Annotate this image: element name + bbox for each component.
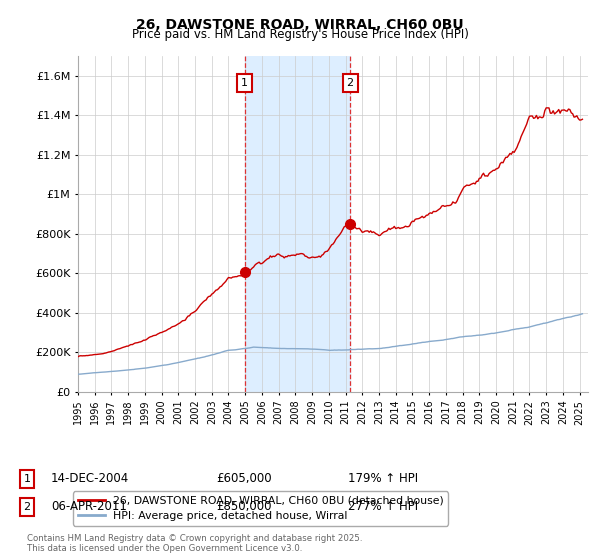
Text: 2: 2 <box>346 78 353 88</box>
Text: 14-DEC-2004: 14-DEC-2004 <box>51 472 129 486</box>
Text: £605,000: £605,000 <box>216 472 272 486</box>
Text: 277% ↑ HPI: 277% ↑ HPI <box>348 500 418 514</box>
Text: 26, DAWSTONE ROAD, WIRRAL, CH60 0BU: 26, DAWSTONE ROAD, WIRRAL, CH60 0BU <box>136 18 464 32</box>
Text: Price paid vs. HM Land Registry's House Price Index (HPI): Price paid vs. HM Land Registry's House … <box>131 28 469 41</box>
Text: £850,000: £850,000 <box>216 500 271 514</box>
Text: 2: 2 <box>23 502 31 512</box>
Text: 1: 1 <box>241 78 248 88</box>
Legend: 26, DAWSTONE ROAD, WIRRAL, CH60 0BU (detached house), HPI: Average price, detach: 26, DAWSTONE ROAD, WIRRAL, CH60 0BU (det… <box>73 492 448 526</box>
Bar <box>245 56 350 392</box>
Text: 1: 1 <box>23 474 31 484</box>
Text: Contains HM Land Registry data © Crown copyright and database right 2025.
This d: Contains HM Land Registry data © Crown c… <box>27 534 362 553</box>
Text: 179% ↑ HPI: 179% ↑ HPI <box>348 472 418 486</box>
Text: 06-APR-2011: 06-APR-2011 <box>51 500 127 514</box>
